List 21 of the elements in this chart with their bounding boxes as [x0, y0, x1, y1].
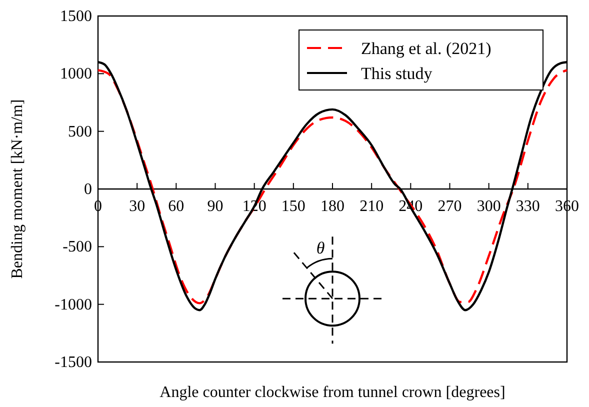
x-tick-label: 300	[476, 198, 501, 215]
y-axis-title: Bending moment [kN·m/m]	[9, 99, 26, 279]
x-tick-label: 60	[168, 198, 184, 215]
y-tick-label: 1500	[60, 8, 92, 25]
x-tick-label: 210	[360, 198, 384, 215]
y-tick-label: 1000	[60, 66, 92, 83]
x-tick-label: 90	[207, 198, 224, 215]
x-axis-title: Angle counter clockwise from tunnel crown [degrees]	[160, 384, 506, 401]
x-tick-label: 30	[129, 198, 146, 215]
annotation: θ	[316, 238, 325, 258]
y-tick-label: -1500	[54, 354, 92, 371]
x-tick-label: 270	[438, 198, 462, 215]
legend-label: This study	[361, 64, 433, 83]
legend-label: Zhang et al. (2021)	[361, 39, 492, 58]
y-tick-label: 500	[68, 123, 92, 140]
y-tick-label: -1000	[54, 296, 92, 314]
y-tick-label: 0	[84, 181, 92, 198]
y-tick-label: -500	[62, 238, 92, 256]
x-tick-label: 330	[516, 198, 540, 215]
x-tick-label: 180	[320, 198, 344, 215]
x-tick-label: 150	[281, 198, 306, 215]
